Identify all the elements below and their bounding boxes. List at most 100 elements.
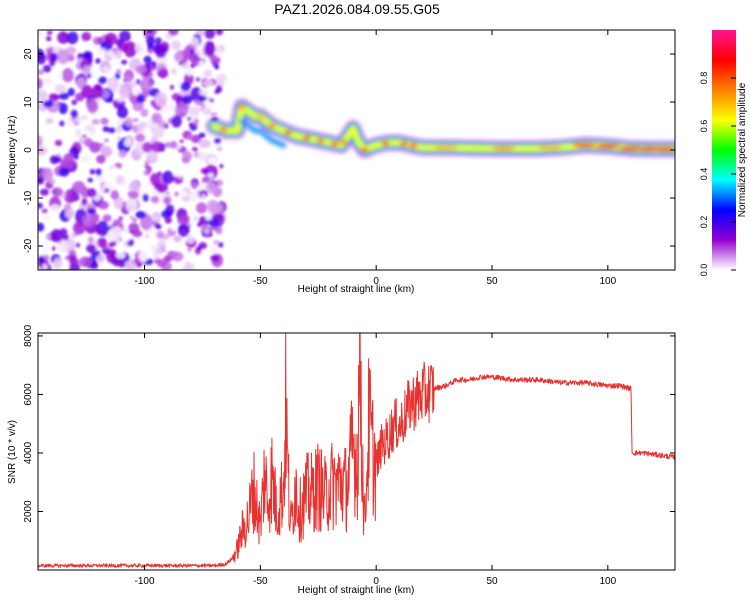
noise-speckle (42, 263, 48, 270)
noise-speckle (63, 203, 72, 211)
noise-speckle (204, 30, 216, 39)
noise-speckle (150, 141, 164, 153)
noise-speckle (116, 119, 124, 125)
noise-speckle (47, 30, 53, 35)
noise-speckle (123, 260, 137, 270)
noise-speckle (125, 197, 138, 213)
noise-speckle (205, 181, 218, 194)
noise-speckle (214, 89, 220, 94)
noise-speckle (185, 234, 195, 244)
noise-speckle (100, 117, 109, 126)
noise-speckle (187, 246, 193, 252)
noise-speckle (210, 254, 220, 262)
noise-speckle (95, 58, 101, 64)
noise-speckle (201, 176, 211, 183)
noise-speckle (143, 55, 152, 64)
noise-speckle (217, 241, 224, 249)
noise-speckle (165, 191, 170, 195)
noise-speckle (196, 76, 201, 82)
noise-speckle (180, 81, 191, 92)
noise-speckle (66, 31, 79, 45)
ridge-hotspot (302, 135, 311, 141)
noise-speckle (101, 90, 110, 99)
noise-speckle (45, 43, 51, 49)
noise-speckle (174, 191, 179, 197)
noise-speckle (187, 71, 192, 77)
noise-speckle (81, 31, 92, 42)
snr-x-tick-label: 50 (486, 576, 498, 587)
noise-speckle (215, 226, 223, 235)
snr-frame (37, 332, 676, 571)
noise-speckle (41, 167, 53, 182)
noise-speckle (156, 259, 167, 268)
ridge-hotspot (595, 143, 620, 149)
noise-speckle (82, 214, 95, 227)
noise-speckle (190, 49, 195, 55)
noise-speckle (38, 146, 48, 156)
snr-x-tick-label: 100 (599, 576, 616, 587)
noise-speckle (104, 32, 118, 45)
noise-speckle (56, 242, 69, 253)
noise-speckle (163, 196, 172, 205)
noise-speckle (107, 220, 113, 227)
noise-speckle (189, 106, 201, 116)
noise-speckle (146, 30, 154, 34)
noise-speckle (88, 236, 94, 244)
noise-speckle (154, 45, 167, 59)
noise-speckle (42, 99, 54, 108)
noise-speckle (208, 156, 217, 165)
noise-speckle (176, 82, 182, 87)
noise-speckle (131, 153, 138, 159)
noise-speckle (150, 195, 160, 204)
noise-speckle (179, 190, 188, 198)
noise-speckle (134, 41, 145, 54)
noise-speckle (87, 177, 94, 183)
noise-speckle (41, 208, 48, 214)
noise-speckle (190, 134, 201, 144)
noise-speckle (96, 254, 105, 263)
noise-speckle (100, 145, 113, 158)
noise-speckle (145, 234, 150, 239)
colorbar-tick-label: 0.8 (699, 72, 709, 85)
noise-speckle (110, 166, 120, 176)
noise-speckle-layer (38, 30, 228, 270)
noise-speckle (169, 84, 175, 90)
spectrogram-x-label: Height of straight line (km) (298, 284, 415, 295)
colorbar-tick-label: 0.6 (699, 120, 709, 133)
figure-title: PAZ1.2026.084.09.55.G05 (274, 1, 440, 17)
noise-speckle (140, 108, 149, 118)
noise-speckle (142, 126, 150, 134)
ridge-hotspot (618, 146, 643, 151)
noise-speckle (49, 178, 56, 185)
noise-speckle (135, 65, 147, 75)
ridge-hotspot (316, 138, 325, 144)
ridge-hotspot (491, 146, 516, 151)
noise-speckle (38, 135, 43, 147)
snr-y-tick-label: 2000 (23, 500, 34, 523)
noise-speckle (39, 188, 49, 196)
snr-y-label: SNR (10 * v/v) (7, 420, 18, 484)
noise-speckle (61, 68, 74, 83)
spectrogram-y-tick-label: 20 (23, 48, 34, 60)
noise-speckle (136, 94, 146, 104)
noise-speckle (54, 84, 67, 94)
noise-speckle (65, 119, 74, 128)
noise-speckle (201, 194, 206, 200)
noise-speckle (62, 153, 75, 169)
noise-speckle (106, 49, 114, 58)
noise-speckle (59, 120, 66, 127)
noise-speckle (196, 202, 207, 214)
noise-speckle (171, 114, 182, 128)
noise-speckle (65, 46, 77, 55)
noise-speckle (204, 228, 210, 235)
noise-speckle (171, 68, 177, 75)
snr-y-tick-label: 4000 (23, 441, 34, 464)
noise-speckle (188, 191, 200, 201)
noise-speckle (198, 132, 206, 139)
ridge-hotspot (256, 114, 265, 119)
noise-speckle (196, 151, 208, 162)
colorbar-tick-label: 0.4 (699, 168, 709, 181)
noise-speckle (49, 204, 61, 214)
noise-speckle (86, 207, 96, 215)
noise-speckle (210, 55, 216, 62)
